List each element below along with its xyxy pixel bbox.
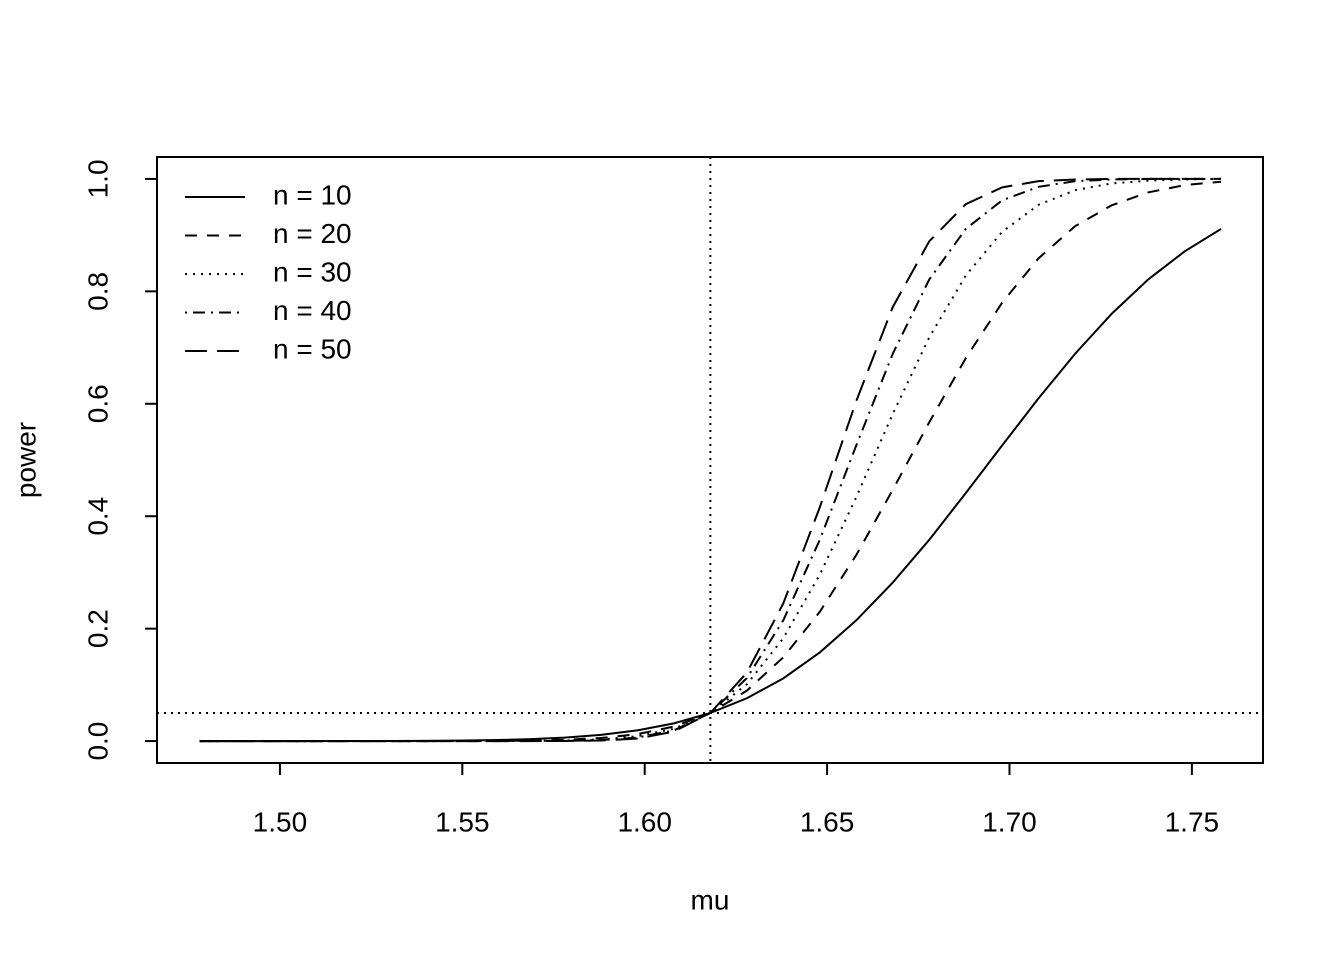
x-tick-label: 1.60: [617, 806, 672, 837]
x-tick-label: 1.55: [435, 806, 490, 837]
x-tick-label: 1.50: [253, 806, 308, 837]
legend-label: n = 30: [273, 256, 352, 287]
legend-label: n = 10: [273, 179, 352, 210]
series-line: [199, 180, 1222, 743]
legend-label: n = 50: [273, 333, 352, 364]
x-tick-label: 1.65: [800, 806, 855, 837]
series-line: [199, 177, 1222, 743]
legend-label: n = 40: [273, 295, 352, 326]
x-axis-label: mu: [691, 884, 730, 915]
legend-label: n = 20: [273, 218, 352, 249]
y-tick-label: 1.0: [82, 159, 113, 198]
x-tick-label: 1.75: [1165, 806, 1220, 837]
x-tick-label: 1.70: [982, 806, 1037, 837]
y-tick-label: 0.6: [82, 384, 113, 423]
y-axis-label: power: [10, 422, 41, 498]
y-tick-label: 0.0: [82, 722, 113, 761]
y-tick-label: 0.8: [82, 272, 113, 311]
y-tick-label: 0.2: [82, 609, 113, 648]
y-tick-label: 0.4: [82, 497, 113, 536]
